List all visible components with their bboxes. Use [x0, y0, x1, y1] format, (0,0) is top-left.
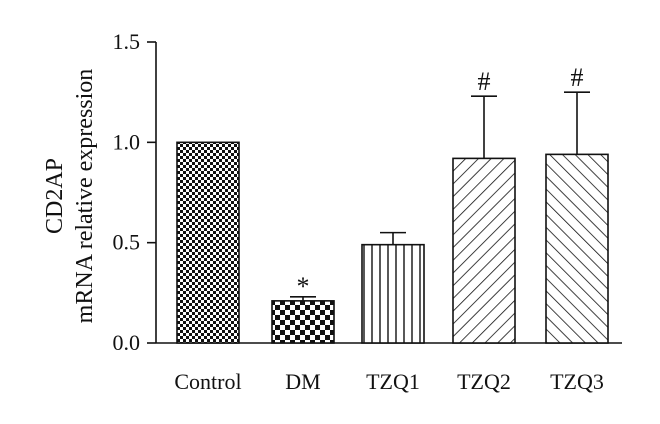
y-axis-label-line2: mRNA relative expression	[72, 69, 98, 324]
x-tick-label-dm: DM	[285, 369, 320, 394]
significance-marker-dm: *	[297, 272, 310, 301]
bars-group: * # #	[176, 63, 609, 344]
bar-tzq1	[361, 243, 425, 344]
bar-dm	[271, 300, 335, 344]
x-tick-label-tzq2: TZQ2	[457, 369, 511, 394]
bar-tzq2	[452, 157, 516, 344]
significance-marker-tzq3: #	[571, 63, 584, 92]
x-tick-labels: Control DM TZQ1 TZQ2 TZQ3	[174, 369, 604, 394]
y-tick-label: 1.5	[113, 29, 141, 54]
y-tick-label: 1.0	[113, 129, 141, 154]
y-ticks: 0.0 0.5 1.0 1.5	[113, 29, 156, 355]
significance-marker-tzq2: #	[478, 67, 491, 96]
y-tick-label: 0.0	[113, 330, 141, 355]
x-tick-label-tzq1: TZQ1	[366, 369, 420, 394]
x-tick-label-tzq3: TZQ3	[550, 369, 604, 394]
x-tick-label-control: Control	[174, 369, 241, 394]
y-tick-label: 0.5	[113, 230, 141, 255]
bar-tzq3	[545, 153, 609, 344]
bar-control	[176, 141, 240, 344]
y-axis-label-line1: CD2AP	[42, 158, 68, 234]
